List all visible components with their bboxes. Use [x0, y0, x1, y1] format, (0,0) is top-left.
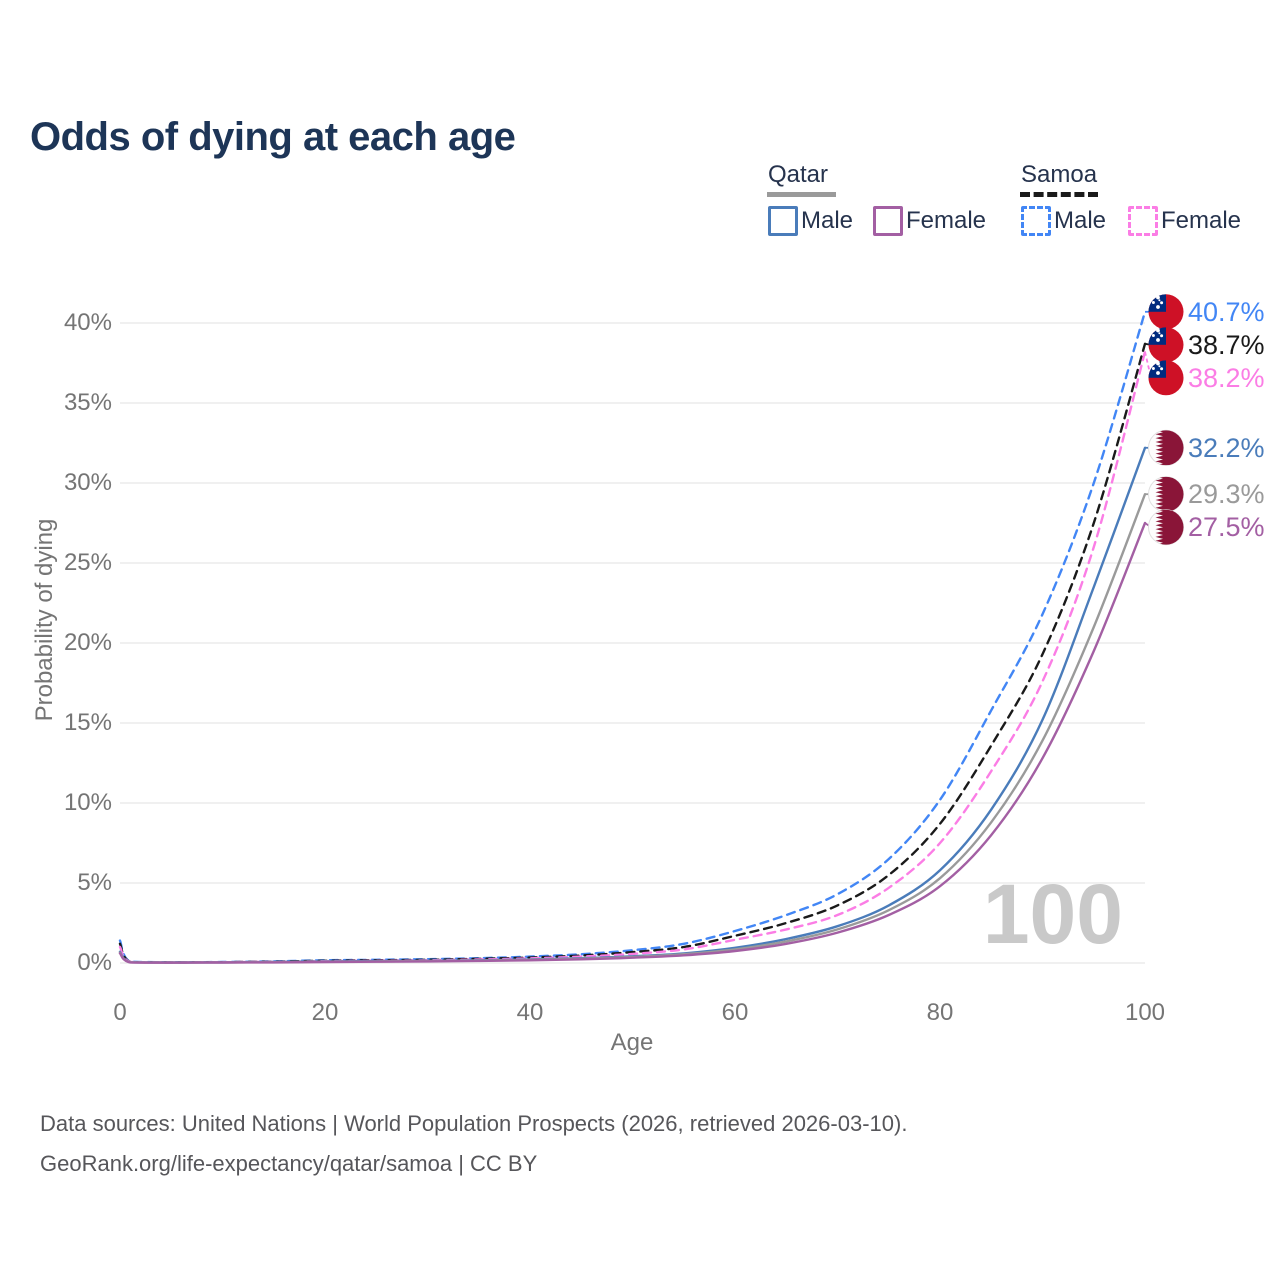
- x-tick-label: 20: [311, 999, 339, 1026]
- end-value-label: 27.5%: [1188, 512, 1265, 543]
- legend-label-samoa-male[interactable]: Male: [1054, 207, 1107, 234]
- flag-icon-qatar: [1148, 429, 1184, 466]
- flag-icon-qatar: [1148, 509, 1184, 546]
- series-line-qatar-total: [118, 493, 1147, 964]
- y-tick-label: 0%: [77, 949, 112, 976]
- legend-group-qatar[interactable]: Qatar: [768, 161, 829, 188]
- x-tick-label: 60: [721, 999, 749, 1026]
- end-connector: [1144, 342, 1152, 346]
- x-tick-label: 0: [113, 999, 127, 1026]
- footer-sources-line: Data sources: United Nations | World Pop…: [40, 1111, 908, 1136]
- end-value-label: 29.3%: [1188, 479, 1265, 510]
- end-value-label: 40.7%: [1188, 296, 1265, 327]
- footer: Data sources: United Nations | World Pop…: [40, 1104, 907, 1184]
- legend-swatch-qatar-male[interactable]: [768, 206, 798, 236]
- series-line-samoa-male: [118, 310, 1147, 964]
- end-value-label: 38.2%: [1188, 362, 1265, 393]
- x-tick-label: 40: [516, 999, 544, 1026]
- footer-attribution-line: GeoRank.org/life-expectancy/qatar/samoa …: [40, 1151, 538, 1176]
- y-tick-label: 5%: [77, 869, 112, 896]
- legend-label-qatar-female[interactable]: Female: [906, 207, 987, 234]
- series-line-qatar-female: [118, 521, 1147, 964]
- age-counter-watermark: 100: [982, 867, 1123, 961]
- y-tick-label: 25%: [63, 549, 112, 576]
- y-tick-label: 15%: [63, 709, 112, 736]
- flag-icon-samoa: [1148, 327, 1184, 363]
- y-tick-label: 40%: [63, 309, 112, 336]
- y-tick-label: 35%: [63, 389, 112, 416]
- legend-label-qatar-male[interactable]: Male: [801, 207, 854, 234]
- y-tick-label: 30%: [63, 469, 112, 496]
- chart-title: Odds of dying at each age: [30, 114, 516, 159]
- legend-underline-qatar: [767, 192, 836, 197]
- legend-underline-samoa: [1020, 192, 1098, 197]
- x-axis-title: Age: [610, 1029, 654, 1056]
- series-line-qatar-male: [118, 446, 1147, 964]
- series-line-samoa-total: [118, 342, 1147, 964]
- y-axis-title: Probability of dying: [31, 518, 58, 722]
- legend-swatch-samoa-male[interactable]: [1021, 206, 1051, 236]
- flag-icon-samoa: [1148, 294, 1184, 330]
- legend-swatch-samoa-female[interactable]: [1128, 206, 1158, 236]
- legend-label-samoa-female[interactable]: Female: [1161, 207, 1242, 234]
- flag-icon-qatar: [1148, 476, 1184, 513]
- end-value-label: 38.7%: [1188, 329, 1265, 360]
- x-tick-label: 100: [1124, 999, 1166, 1026]
- flag-icon-samoa: [1148, 360, 1184, 396]
- legend-group-samoa[interactable]: Samoa: [1021, 161, 1098, 188]
- series-line-samoa-female: [118, 350, 1147, 964]
- end-value-label: 32.2%: [1188, 432, 1265, 463]
- legend-swatch-qatar-female[interactable]: [873, 206, 903, 236]
- y-tick-label: 10%: [63, 789, 112, 816]
- y-tick-label: 20%: [63, 629, 112, 656]
- x-tick-label: 80: [926, 999, 954, 1026]
